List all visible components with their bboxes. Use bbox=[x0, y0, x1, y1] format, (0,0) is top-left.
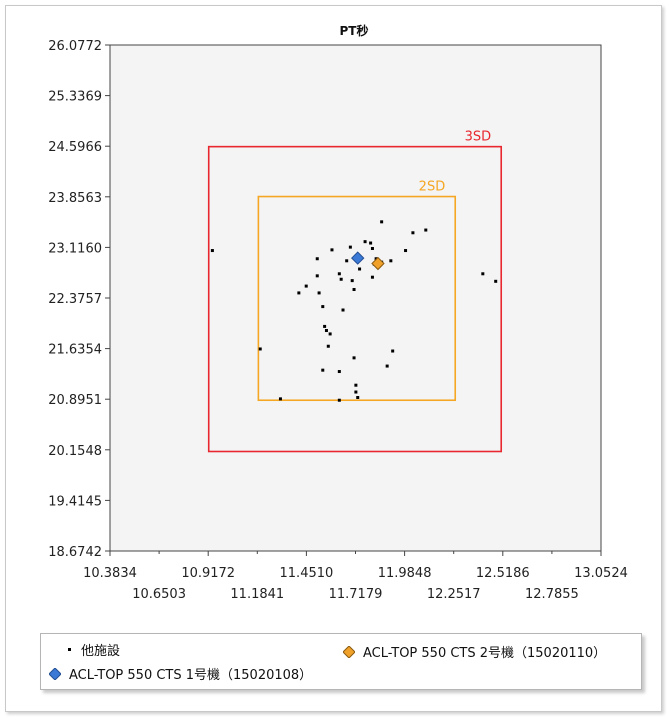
y-tick-label: 23.8563 bbox=[48, 191, 102, 206]
scatter-point bbox=[411, 231, 415, 235]
scatter-point bbox=[380, 220, 384, 224]
scatter-point bbox=[326, 344, 330, 348]
scatter-point bbox=[354, 390, 358, 394]
y-tick-label: 22.3757 bbox=[48, 292, 102, 307]
x-tick-label: 12.5186 bbox=[476, 566, 530, 581]
scatter-chart: PT秒 18.6742 19.4145 20.1548 20.8951 21.6354 2… bbox=[48, 23, 628, 602]
scatter-point bbox=[337, 272, 341, 276]
x-tick-label: 10.6503 bbox=[132, 587, 186, 602]
dot-marker-icon bbox=[68, 648, 71, 651]
instrument-point bbox=[371, 256, 385, 271]
y-tick-label: 23.1160 bbox=[48, 241, 102, 256]
y-tick-label: 21.6354 bbox=[48, 343, 102, 358]
legend-item-unit-1: ACL-TOP 550 CTS 1号機（15020108） bbox=[49, 664, 312, 683]
scatter-point bbox=[317, 291, 321, 295]
y-tick-label: 20.8951 bbox=[48, 393, 102, 408]
scatter-point bbox=[341, 308, 345, 312]
x-tick-label: 11.7179 bbox=[329, 587, 383, 602]
legend-label: ACL-TOP 550 CTS 1号機（15020108） bbox=[69, 668, 313, 683]
scatter-point bbox=[391, 349, 395, 353]
legend-label: 他施設 bbox=[81, 644, 121, 659]
orange-diamond-icon bbox=[343, 645, 355, 658]
scatter-point bbox=[352, 356, 356, 360]
scatter-point bbox=[345, 259, 349, 263]
x-tick-label: 10.9172 bbox=[181, 566, 235, 581]
sd-box-label: 3SD bbox=[465, 130, 492, 145]
legend-item-other-facilities: 他施設 bbox=[65, 640, 120, 659]
scatter-point bbox=[315, 257, 319, 261]
scatter-point bbox=[404, 249, 408, 253]
instrument-point bbox=[351, 251, 365, 265]
y-tick-label: 18.6742 bbox=[48, 545, 102, 560]
scatter-point bbox=[278, 397, 282, 401]
scatter-point bbox=[370, 246, 374, 250]
sd-box-label: 2SD bbox=[419, 180, 446, 195]
scatter-point bbox=[354, 383, 358, 387]
scatter-point bbox=[210, 249, 214, 253]
sd-box-2sd bbox=[257, 195, 457, 402]
scatter-point bbox=[358, 267, 362, 271]
scatter-point bbox=[385, 364, 389, 368]
y-tick-label: 20.1548 bbox=[48, 444, 102, 459]
scatter-point bbox=[304, 284, 308, 288]
scatter-point bbox=[339, 277, 343, 281]
scatter-point bbox=[323, 324, 327, 328]
chart-legend: 他施設 ACL-TOP 550 CTS 1号機（15020108） ACL-TO… bbox=[40, 633, 642, 690]
y-tick-label: 26.0772 bbox=[48, 39, 102, 54]
scatter-point bbox=[356, 395, 360, 399]
plot-area bbox=[109, 44, 602, 552]
sd-box-3sd bbox=[207, 145, 503, 453]
scatter-point bbox=[424, 228, 428, 232]
legend-label: ACL-TOP 550 CTS 2号機（15020110） bbox=[363, 646, 607, 661]
chart-title: PT秒 bbox=[340, 23, 369, 38]
scatter-point bbox=[494, 279, 498, 283]
x-tick-label: 12.7855 bbox=[525, 587, 579, 602]
scatter-point bbox=[350, 279, 354, 283]
scatter-point bbox=[369, 241, 373, 245]
scatter-point bbox=[389, 259, 393, 263]
scatter-point bbox=[363, 240, 367, 244]
scatter-point bbox=[352, 288, 356, 292]
scatter-point bbox=[324, 329, 328, 333]
legend-item-unit-2: ACL-TOP 550 CTS 2号機（15020110） bbox=[343, 642, 606, 661]
scatter-point bbox=[337, 398, 341, 402]
scatter-point bbox=[328, 332, 332, 336]
scatter-point bbox=[321, 368, 325, 372]
scatter-point bbox=[258, 347, 262, 351]
x-tick-label: 11.4510 bbox=[280, 566, 334, 581]
x-tick-label: 12.2517 bbox=[427, 587, 481, 602]
blue-diamond-icon bbox=[49, 667, 61, 680]
y-tick-label: 19.4145 bbox=[48, 494, 102, 509]
scatter-point bbox=[321, 305, 325, 309]
x-tick-label: 13.0524 bbox=[574, 566, 628, 581]
x-tick-label: 11.9848 bbox=[378, 566, 432, 581]
scatter-point bbox=[370, 275, 374, 279]
scatter-point bbox=[330, 248, 334, 252]
scatter-point bbox=[337, 370, 341, 374]
scatter-point bbox=[348, 245, 352, 249]
scatter-point bbox=[481, 272, 485, 276]
scatter-point bbox=[315, 274, 319, 278]
y-tick-label: 24.5966 bbox=[48, 140, 102, 155]
x-tick-label: 10.3834 bbox=[83, 566, 137, 581]
y-tick-label: 25.3369 bbox=[48, 90, 102, 105]
scatter-point bbox=[297, 291, 301, 295]
x-tick-label: 11.1841 bbox=[230, 587, 284, 602]
